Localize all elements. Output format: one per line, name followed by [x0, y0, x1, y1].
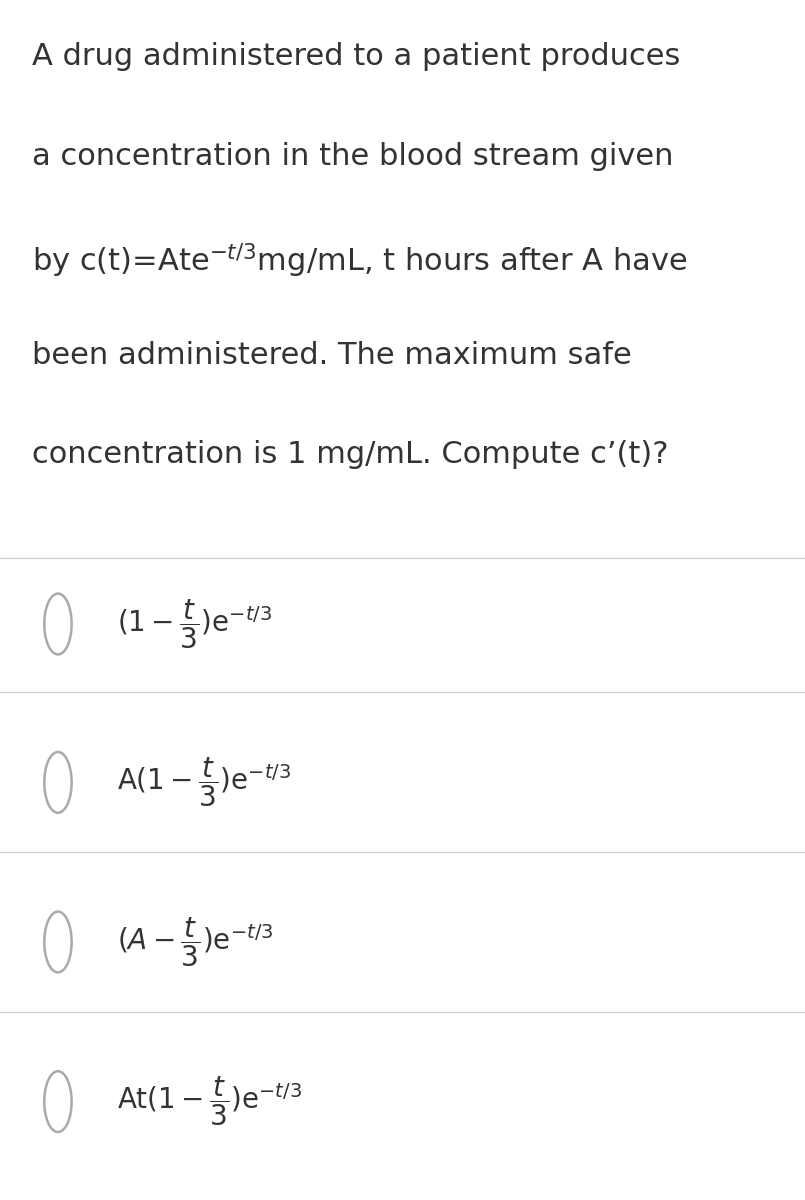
Text: a concentration in the blood stream given: a concentration in the blood stream give… — [32, 142, 674, 170]
Text: A$(1-\dfrac{t}{3})$e$^{-t/3}$: A$(1-\dfrac{t}{3})$e$^{-t/3}$ — [117, 756, 291, 809]
Text: been administered. The maximum safe: been administered. The maximum safe — [32, 341, 632, 370]
Text: A drug administered to a patient produces: A drug administered to a patient produce… — [32, 42, 680, 71]
Text: At$(1-\dfrac{t}{3})$e$^{-t/3}$: At$(1-\dfrac{t}{3})$e$^{-t/3}$ — [117, 1075, 302, 1128]
Text: by c(t)=Ate$^{-t/3}$mg/mL, t hours after A have: by c(t)=Ate$^{-t/3}$mg/mL, t hours after… — [32, 241, 687, 280]
Text: $(1-\dfrac{t}{3})$e$^{-t/3}$: $(1-\dfrac{t}{3})$e$^{-t/3}$ — [117, 598, 272, 650]
Text: $(A-\dfrac{t}{3})$e$^{-t/3}$: $(A-\dfrac{t}{3})$e$^{-t/3}$ — [117, 916, 273, 968]
Text: concentration is 1 mg/mL. Compute c’(t)?: concentration is 1 mg/mL. Compute c’(t)? — [32, 440, 669, 469]
